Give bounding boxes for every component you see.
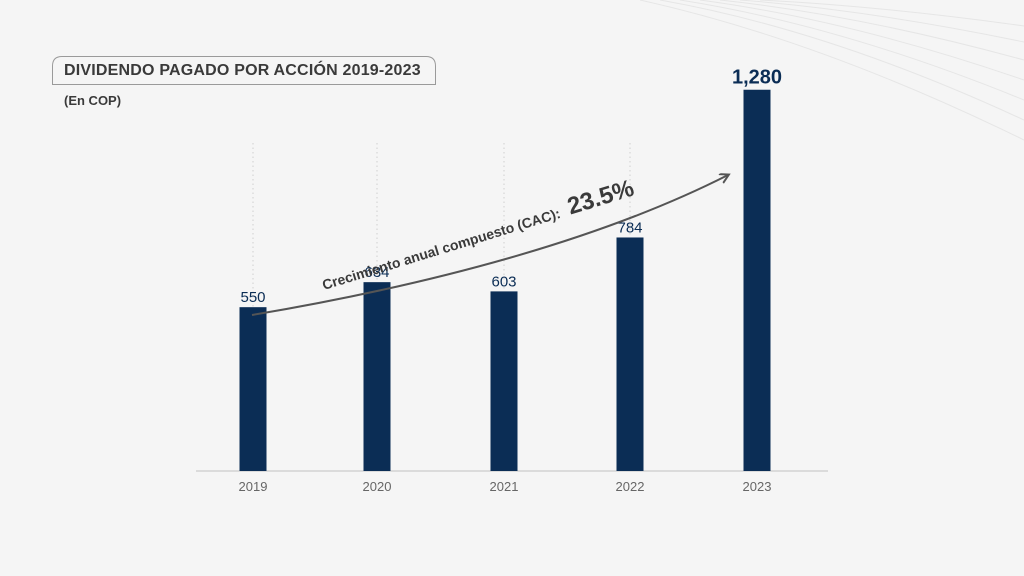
- value-labels: 550 634 603 784 1,280: [240, 67, 782, 306]
- chart-title: DIVIDENDO PAGADO POR ACCIÓN 2019-2023: [64, 62, 421, 79]
- value-label-2020: 634: [364, 264, 389, 281]
- chart-subtitle: (En COP): [64, 93, 122, 108]
- value-label-2021: 603: [491, 273, 516, 290]
- x-tick-2022: 2022: [616, 479, 645, 494]
- bar-2023: [743, 89, 771, 471]
- value-label-2019: 550: [240, 289, 265, 306]
- cagr-value: 23.5%: [564, 175, 637, 221]
- x-tick-2021: 2021: [490, 479, 519, 494]
- bar-2020: [363, 282, 391, 471]
- x-tick-2020: 2020: [363, 479, 392, 494]
- svg-text:Crecimiento anual compuesto (C: Crecimiento anual compuesto (CAC): 23.5%: [318, 175, 637, 296]
- bars: [239, 89, 771, 471]
- x-tick-labels: 2019 2020 2021 2022 2023: [239, 479, 772, 494]
- x-tick-2023: 2023: [743, 479, 772, 494]
- bar-2022: [616, 237, 644, 471]
- bar-2019: [239, 307, 267, 471]
- bar-2021: [490, 291, 518, 471]
- growth-arrow: [251, 175, 728, 316]
- value-label-2023: 1,280: [732, 67, 782, 89]
- x-tick-2019: 2019: [239, 479, 268, 494]
- cagr-annotation: Crecimiento anual compuesto (CAC): 23.5%: [318, 175, 637, 296]
- value-label-2022: 784: [617, 219, 642, 236]
- cagr-label: Crecimiento anual compuesto (CAC):: [320, 205, 562, 293]
- title-frame: [52, 56, 436, 85]
